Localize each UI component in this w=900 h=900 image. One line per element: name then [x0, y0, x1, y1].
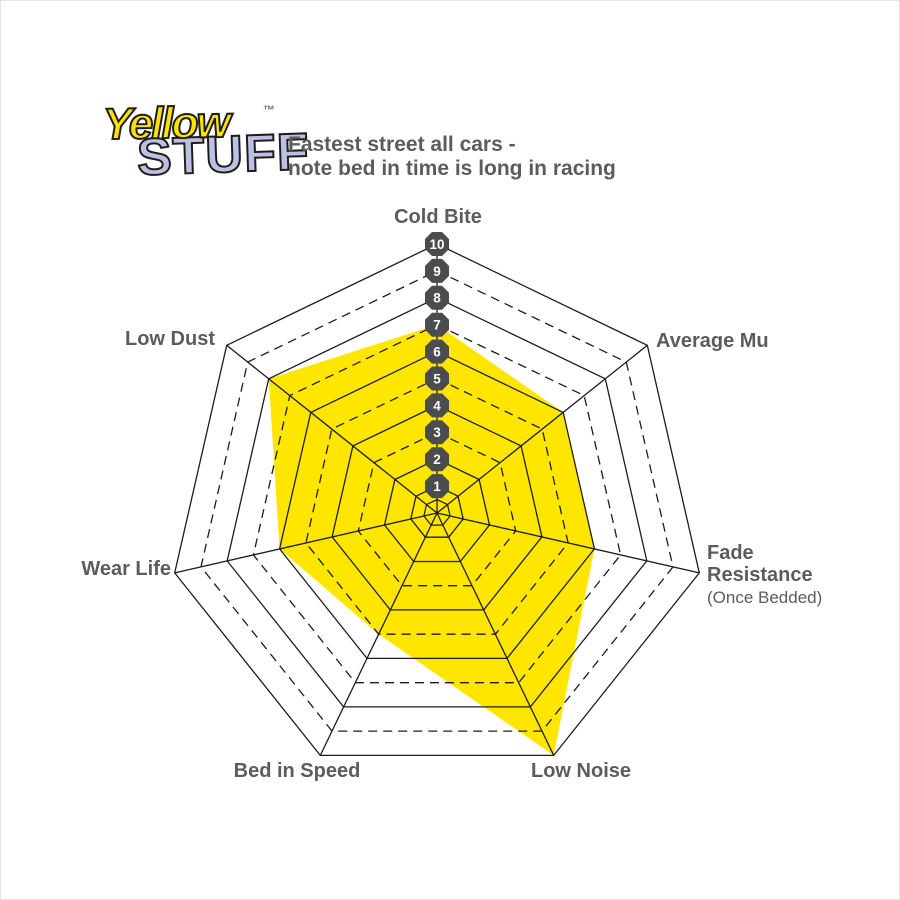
- axis-spoke-3: [436, 512, 555, 756]
- tick-label-1: 1: [433, 479, 441, 494]
- value-polygon: [268, 324, 595, 756]
- grid-ring-6: [278, 350, 596, 660]
- tick-label-6: 6: [433, 344, 441, 359]
- tagline-line-1: Fastest street all cars -: [288, 133, 516, 156]
- axis-spoke-5: [174, 512, 438, 574]
- tick-label-9: 9: [433, 264, 441, 279]
- axis-label-low-dust: Low Dust: [125, 328, 215, 350]
- tick-label-2: 2: [433, 452, 441, 467]
- tick-label-10: 10: [429, 237, 444, 252]
- grid-ring-9: [200, 270, 674, 732]
- axis-label-low-noise: Low Noise: [530, 760, 631, 782]
- tick-label-4: 4: [433, 398, 441, 413]
- chart-tagline: Fastest street all cars - note bed in ti…: [288, 133, 616, 181]
- grid-ring-4: [331, 404, 543, 611]
- tagline-line-2: note bed in time is long in racing: [288, 157, 616, 180]
- axis-label-fade-resistance: Fade Resistance (Once Bedded): [707, 542, 825, 609]
- yellowstuff-logo: STUFF Yellow ™: [91, 97, 312, 204]
- fade-resistance-sub: (Once Bedded): [707, 588, 823, 607]
- grid-ring-center: [423, 498, 451, 526]
- grid-ring-10: [173, 243, 701, 757]
- axis-label-wear-life: Wear Life: [81, 558, 171, 580]
- tick-badge-10: [425, 232, 449, 256]
- grid-ring-8: [226, 297, 648, 708]
- tick-badge-3: [425, 420, 449, 445]
- fade-resistance-main: Fade Resistance: [707, 542, 813, 586]
- tick-badge-7: [425, 312, 449, 337]
- tick-label-8: 8: [433, 291, 441, 306]
- tick-badge-5: [425, 366, 449, 391]
- tick-label-3: 3: [433, 425, 441, 440]
- tick-label-7: 7: [433, 318, 441, 333]
- grid-ring-5: [305, 377, 569, 635]
- axis-label-cold-bite: Cold Bite: [394, 206, 482, 228]
- grid-ring-1: [410, 485, 464, 538]
- axis-spoke-6: [226, 344, 438, 514]
- tick-badge-9: [425, 258, 449, 283]
- tick-badge-8: [425, 285, 449, 310]
- trademark-symbol: ™: [263, 103, 275, 117]
- axis-spoke-1: [436, 344, 648, 514]
- tick-label-5: 5: [433, 371, 441, 386]
- tick-badge-4: [425, 393, 449, 418]
- tick-badge-6: [425, 339, 449, 364]
- tick-badge-1: [425, 474, 449, 499]
- grid-ring-7: [252, 323, 622, 684]
- axis-spoke-4: [319, 512, 438, 756]
- grid-ring-2: [383, 458, 491, 563]
- grid-ring-3: [357, 431, 517, 587]
- logo-word-yellow: Yellow: [102, 97, 231, 150]
- axis-spoke-2: [436, 512, 700, 574]
- tick-badge-2: [425, 447, 449, 472]
- axis-label-bed-in-speed: Bed in Speed: [233, 760, 361, 782]
- axis-label-average-mu: Average Mu: [656, 330, 769, 352]
